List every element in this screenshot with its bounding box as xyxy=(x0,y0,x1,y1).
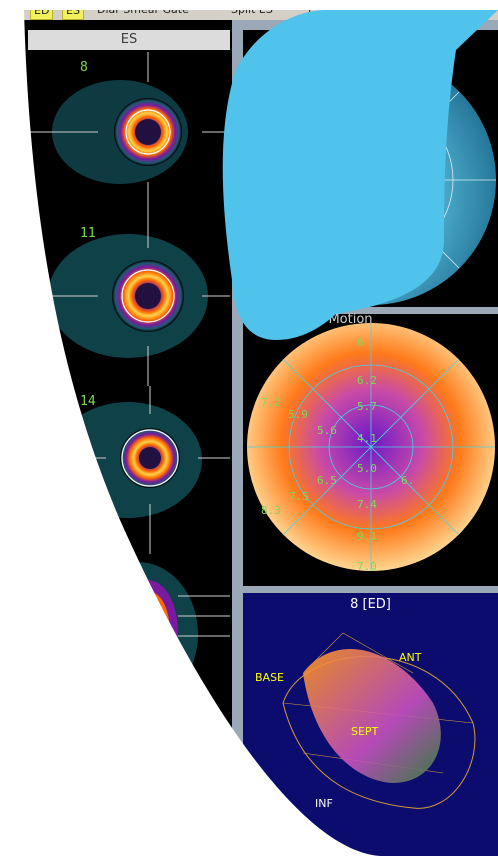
diar-smear-gate-button[interactable]: Diar Smear Gate xyxy=(97,3,189,16)
base-label: BASE xyxy=(255,671,284,684)
motion-value: 7.5 xyxy=(289,490,309,503)
es-slice-14[interactable]: 14 xyxy=(28,386,230,554)
slice-image xyxy=(28,218,230,386)
blue-overlay-shape xyxy=(222,10,498,340)
motion-value: 7.2 xyxy=(261,396,281,409)
heart-title: 8 [ED] xyxy=(350,597,391,612)
motion-value: 8.3 xyxy=(261,504,281,517)
motion-value: 6.5 xyxy=(317,474,337,487)
motion-value: 4.1 xyxy=(357,432,377,445)
slice-image xyxy=(28,52,230,220)
ed-toolbar-button[interactable]: ED xyxy=(30,1,54,20)
motion-value: 5.7 xyxy=(357,400,377,413)
es-slice-bottom[interactable] xyxy=(28,554,230,722)
inf-label: INF xyxy=(315,797,333,810)
sept-label: SEPT xyxy=(351,725,379,738)
ant-label: ANT xyxy=(399,651,422,664)
slice-image xyxy=(28,386,230,554)
motion-value: 7.0 xyxy=(357,560,377,573)
es-title: ES xyxy=(120,32,138,47)
motion-value: 5.0 xyxy=(357,462,377,475)
slice-image xyxy=(78,562,230,706)
es-toolbar-button[interactable]: ES xyxy=(62,1,84,20)
motion-value: 6.2 xyxy=(357,374,377,387)
motion-value: 5.6 xyxy=(317,424,337,437)
motion-value: 7.4 xyxy=(357,498,377,511)
es-panel: ES 8 xyxy=(0,20,232,856)
motion-value: 5.9 xyxy=(288,408,308,421)
heart-3d-panel[interactable]: 8 [ED] BASE ANT SEPT INF xyxy=(243,593,498,856)
slice-number: 8 xyxy=(80,60,88,75)
motion-polar-panel[interactable]: Motion 6 7.2 5.9 6.2 5.7 5.6 4.1 5.0 6. … xyxy=(243,312,498,586)
es-slice-11[interactable]: 11 xyxy=(28,218,230,386)
slice-number: 14 xyxy=(80,394,96,409)
es-header: ES xyxy=(28,30,230,50)
motion-polar-map: 6 7.2 5.9 6.2 5.7 5.6 4.1 5.0 6. 6.5 8.3… xyxy=(247,323,495,573)
heart-3d-render: BASE ANT SEPT INF xyxy=(255,632,476,810)
motion-value: 6. xyxy=(401,474,414,487)
slice-number: 11 xyxy=(80,226,96,241)
motion-value: 9.1 xyxy=(357,530,377,543)
es-slice-8[interactable]: 8 xyxy=(28,52,230,220)
